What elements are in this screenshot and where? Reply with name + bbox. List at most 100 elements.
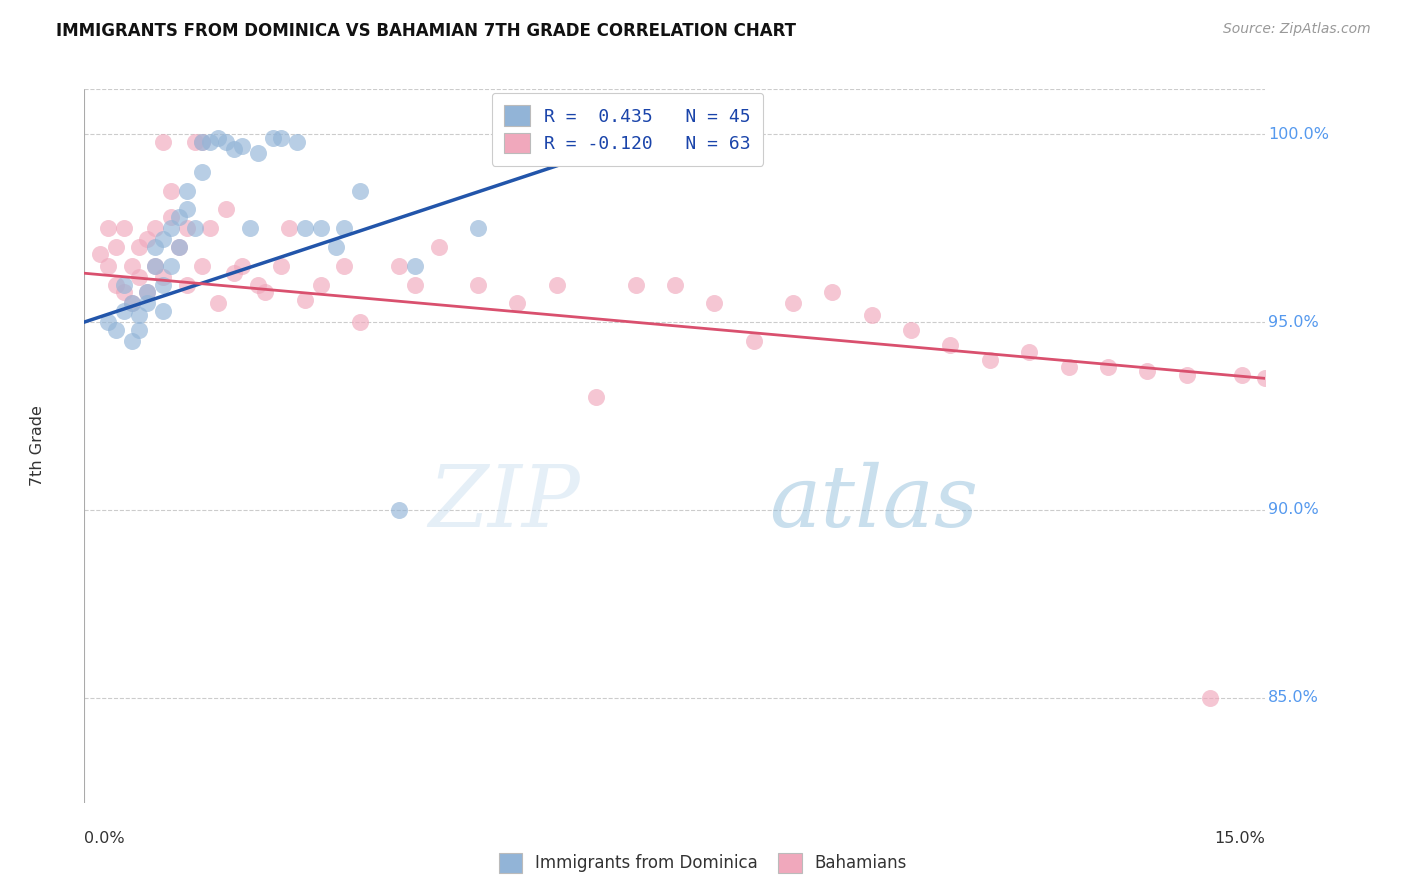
Point [270, 259, 292, 273]
Point [128, 322, 150, 336]
Point [388, 259, 411, 273]
Point [664, 277, 686, 292]
Point [506, 135, 529, 149]
Point [285, 135, 308, 149]
Text: ZIP: ZIP [429, 462, 581, 544]
Point [325, 240, 347, 254]
Point [278, 221, 301, 235]
Point [215, 135, 238, 149]
Text: Source: ZipAtlas.com: Source: ZipAtlas.com [1223, 22, 1371, 37]
Point [160, 210, 183, 224]
Point [309, 221, 332, 235]
Point [143, 221, 166, 235]
Point [136, 285, 159, 299]
Point [215, 202, 238, 217]
Point [143, 259, 166, 273]
Point [167, 240, 190, 254]
Point [112, 221, 135, 235]
Point [333, 221, 356, 235]
Text: 85.0%: 85.0% [1268, 690, 1319, 706]
Point [900, 322, 922, 336]
Point [152, 303, 174, 318]
Point [104, 240, 127, 254]
Point [585, 390, 607, 404]
Point [152, 135, 174, 149]
Point [1175, 368, 1198, 382]
Point [160, 221, 183, 235]
Point [246, 146, 269, 161]
Point [404, 277, 426, 292]
Point [112, 303, 135, 318]
Point [939, 337, 962, 351]
Text: IMMIGRANTS FROM DOMINICA VS BAHAMIAN 7TH GRADE CORRELATION CHART: IMMIGRANTS FROM DOMINICA VS BAHAMIAN 7TH… [56, 22, 796, 40]
Point [167, 210, 190, 224]
Point [136, 232, 159, 246]
Point [183, 221, 205, 235]
Point [1018, 345, 1040, 359]
Point [742, 334, 765, 348]
Point [231, 259, 253, 273]
Point [222, 142, 245, 156]
Text: 90.0%: 90.0% [1268, 502, 1319, 517]
Point [1199, 690, 1222, 705]
Point [294, 293, 316, 307]
Point [104, 277, 127, 292]
Point [262, 131, 284, 145]
Point [1057, 360, 1080, 375]
Point [112, 277, 135, 292]
Point [388, 503, 411, 517]
Point [200, 135, 222, 149]
Point [121, 334, 143, 348]
Point [467, 221, 489, 235]
Point [191, 259, 214, 273]
Point [254, 285, 277, 299]
Text: 95.0%: 95.0% [1268, 315, 1319, 329]
Point [121, 259, 143, 273]
Point [143, 259, 166, 273]
Point [167, 240, 190, 254]
Point [546, 277, 568, 292]
Point [152, 277, 174, 292]
Point [200, 221, 222, 235]
Point [183, 135, 205, 149]
Point [294, 221, 316, 235]
Point [112, 285, 135, 299]
Point [1097, 360, 1119, 375]
Point [860, 308, 883, 322]
Text: 0.0%: 0.0% [84, 831, 125, 847]
Point [467, 277, 489, 292]
Point [979, 352, 1001, 367]
Point [191, 135, 214, 149]
Legend: Immigrants from Dominica, Bahamians: Immigrants from Dominica, Bahamians [492, 847, 914, 880]
Text: 15.0%: 15.0% [1215, 831, 1265, 847]
Point [207, 131, 229, 145]
Point [333, 259, 356, 273]
Point [176, 277, 198, 292]
Point [624, 128, 647, 142]
Point [349, 315, 371, 329]
Point [427, 240, 450, 254]
Point [176, 184, 198, 198]
Point [309, 277, 332, 292]
Point [136, 285, 159, 299]
Point [270, 131, 292, 145]
Point [176, 221, 198, 235]
Point [152, 232, 174, 246]
Point [89, 247, 111, 261]
Point [404, 259, 426, 273]
Point [207, 296, 229, 310]
Point [1136, 364, 1159, 378]
Point [176, 202, 198, 217]
Point [648, 135, 671, 149]
Point [160, 259, 183, 273]
Legend: R =  0.435   N = 45, R = -0.120   N = 63: R = 0.435 N = 45, R = -0.120 N = 63 [492, 93, 763, 166]
Point [136, 296, 159, 310]
Point [128, 308, 150, 322]
Point [104, 322, 127, 336]
Point [160, 184, 183, 198]
Point [121, 296, 143, 310]
Point [821, 285, 844, 299]
Text: 7th Grade: 7th Grade [30, 406, 45, 486]
Point [121, 296, 143, 310]
Point [624, 277, 647, 292]
